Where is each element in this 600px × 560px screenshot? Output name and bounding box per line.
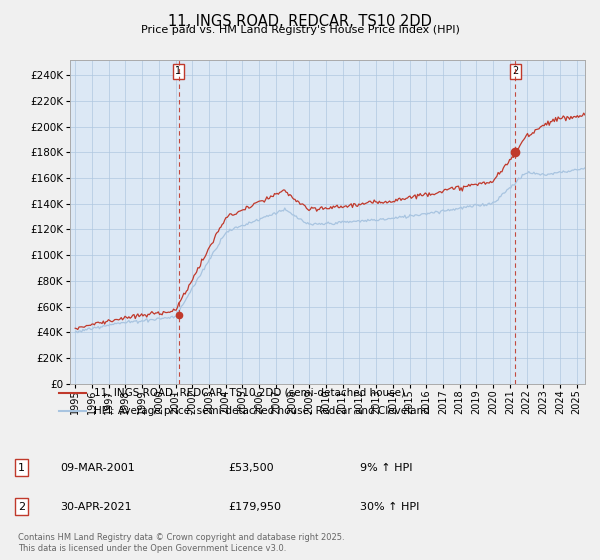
Text: 30-APR-2021: 30-APR-2021 xyxy=(60,502,131,512)
Text: 2: 2 xyxy=(512,67,518,77)
Text: 30% ↑ HPI: 30% ↑ HPI xyxy=(360,502,419,512)
Text: Contains HM Land Registry data © Crown copyright and database right 2025.
This d: Contains HM Land Registry data © Crown c… xyxy=(18,533,344,553)
Text: 11, INGS ROAD, REDCAR, TS10 2DD (semi-detached house): 11, INGS ROAD, REDCAR, TS10 2DD (semi-de… xyxy=(95,388,406,398)
Text: 1: 1 xyxy=(175,67,182,77)
Text: 1: 1 xyxy=(18,463,25,473)
Text: £179,950: £179,950 xyxy=(228,502,281,512)
Text: HPI: Average price, semi-detached house, Redcar and Cleveland: HPI: Average price, semi-detached house,… xyxy=(95,406,430,416)
Text: 9% ↑ HPI: 9% ↑ HPI xyxy=(360,463,413,473)
Text: Price paid vs. HM Land Registry's House Price Index (HPI): Price paid vs. HM Land Registry's House … xyxy=(140,25,460,35)
Text: 11, INGS ROAD, REDCAR, TS10 2DD: 11, INGS ROAD, REDCAR, TS10 2DD xyxy=(168,14,432,29)
Text: 09-MAR-2001: 09-MAR-2001 xyxy=(60,463,135,473)
Text: 2: 2 xyxy=(18,502,25,512)
Text: £53,500: £53,500 xyxy=(228,463,274,473)
